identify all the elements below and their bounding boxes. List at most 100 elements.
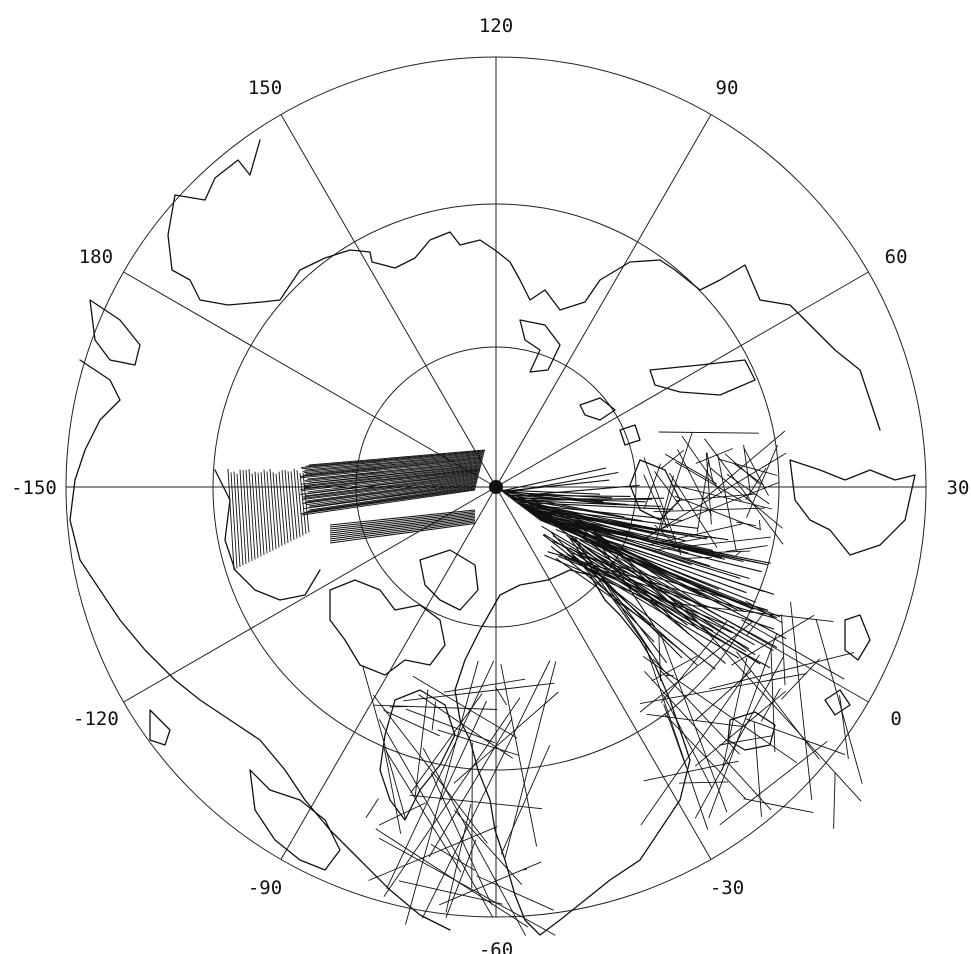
- track-line: [674, 495, 762, 531]
- track-line: [299, 472, 307, 535]
- track-line: [725, 545, 768, 553]
- track-line: [673, 484, 773, 510]
- track-line: [302, 472, 310, 533]
- track-line: [307, 460, 483, 480]
- track-line: [418, 694, 513, 759]
- track-line: [760, 688, 781, 722]
- track-line: [781, 658, 821, 700]
- lon-90-label: 90: [716, 77, 739, 99]
- track-line: [305, 450, 485, 467]
- track-line: [405, 660, 479, 925]
- track-line: [305, 474, 479, 497]
- track-line: [304, 461, 482, 481]
- meridian-90: [495, 114, 712, 488]
- track-line: [260, 472, 268, 554]
- track-vertical-lines: [227, 468, 310, 571]
- coast-severnaya: [519, 319, 561, 373]
- track-line: [642, 656, 798, 764]
- track-line: [300, 469, 481, 490]
- coastlines: [69, 139, 916, 936]
- meridian-180: [123, 271, 497, 488]
- track-line: [660, 432, 693, 528]
- track-line: [660, 449, 685, 469]
- track-line: [383, 697, 521, 897]
- track-line: [414, 689, 429, 797]
- coast-svalbard: [629, 459, 681, 521]
- track-line: [300, 451, 485, 469]
- lon-neg30-label: -30: [710, 877, 744, 899]
- lon-60-label: 60: [885, 246, 908, 268]
- track-line: [269, 468, 277, 550]
- track-line: [443, 678, 526, 693]
- track-line: [281, 469, 289, 544]
- track-line: [695, 448, 734, 464]
- coast-bering-island: [149, 709, 171, 746]
- track-line: [302, 480, 478, 504]
- track-line: [639, 673, 807, 705]
- track-line: [733, 462, 764, 486]
- track-line: [302, 489, 476, 516]
- track-line: [640, 654, 760, 826]
- lon-0-label: 0: [890, 708, 901, 730]
- track-fan-east: [499, 467, 787, 670]
- track-line: [303, 484, 477, 510]
- track-line: [476, 875, 554, 911]
- track-line: [790, 601, 813, 800]
- track-line: [743, 798, 814, 814]
- track-line: [239, 469, 247, 565]
- track-line: [731, 614, 815, 666]
- track-line: [569, 547, 761, 665]
- track-line: [372, 694, 488, 844]
- track-line: [309, 485, 477, 511]
- coast-british-isles: [824, 614, 871, 716]
- track-line: [655, 536, 771, 551]
- meridian-neg90: [280, 486, 497, 860]
- track-line: [329, 519, 476, 540]
- track-line: [278, 471, 286, 545]
- track-line: [242, 470, 250, 563]
- coast-kamchatka: [89, 299, 141, 366]
- track-line: [643, 641, 709, 830]
- coast-scandinavia: [789, 459, 916, 556]
- track-line: [736, 651, 820, 760]
- track-line: [471, 742, 473, 889]
- track-line: [643, 463, 662, 510]
- track-line: [741, 619, 845, 680]
- track-line: [526, 509, 720, 591]
- track-line: [307, 478, 478, 502]
- track-line: [275, 473, 283, 547]
- track-line: [654, 475, 674, 544]
- track-line: [770, 649, 776, 753]
- track-line: [439, 861, 542, 906]
- lon-150-label: 150: [248, 77, 282, 99]
- track-line: [227, 468, 235, 571]
- track-line: [753, 722, 762, 817]
- track-line: [718, 458, 778, 476]
- track-line: [409, 794, 543, 810]
- track-line: [745, 718, 846, 756]
- coast-novaya-zemlya: [649, 359, 756, 396]
- meridian-150: [280, 114, 497, 488]
- track-line: [374, 704, 498, 710]
- track-line: [385, 750, 462, 873]
- lon-180-label: 180: [79, 246, 113, 268]
- track-line: [287, 471, 295, 541]
- track-line: [542, 534, 716, 670]
- coast-iceland: [727, 711, 776, 751]
- track-line: [300, 464, 482, 485]
- track-line: [309, 483, 477, 508]
- track-line: [329, 512, 476, 530]
- meridian-60: [495, 271, 869, 488]
- track-line: [305, 456, 484, 475]
- track-line: [569, 537, 774, 651]
- lon-neg150-label: -150: [11, 477, 57, 499]
- track-network: [362, 430, 863, 936]
- track-line: [445, 804, 472, 913]
- track-line: [696, 459, 710, 533]
- lon-120-label: 120: [479, 15, 513, 37]
- track-line: [266, 471, 274, 551]
- track-line: [308, 463, 482, 484]
- track-line: [717, 454, 737, 553]
- track-line: [680, 556, 712, 559]
- coast-siberia: [167, 139, 881, 431]
